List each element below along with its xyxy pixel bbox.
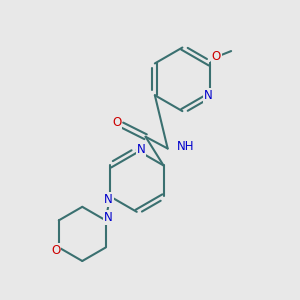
Text: N: N (204, 89, 213, 102)
Text: O: O (51, 244, 61, 257)
Text: N: N (104, 211, 113, 224)
Text: N: N (137, 143, 146, 157)
Text: O: O (112, 116, 122, 128)
Text: N: N (104, 193, 113, 206)
Text: NH: NH (177, 140, 195, 153)
Text: O: O (212, 50, 221, 64)
